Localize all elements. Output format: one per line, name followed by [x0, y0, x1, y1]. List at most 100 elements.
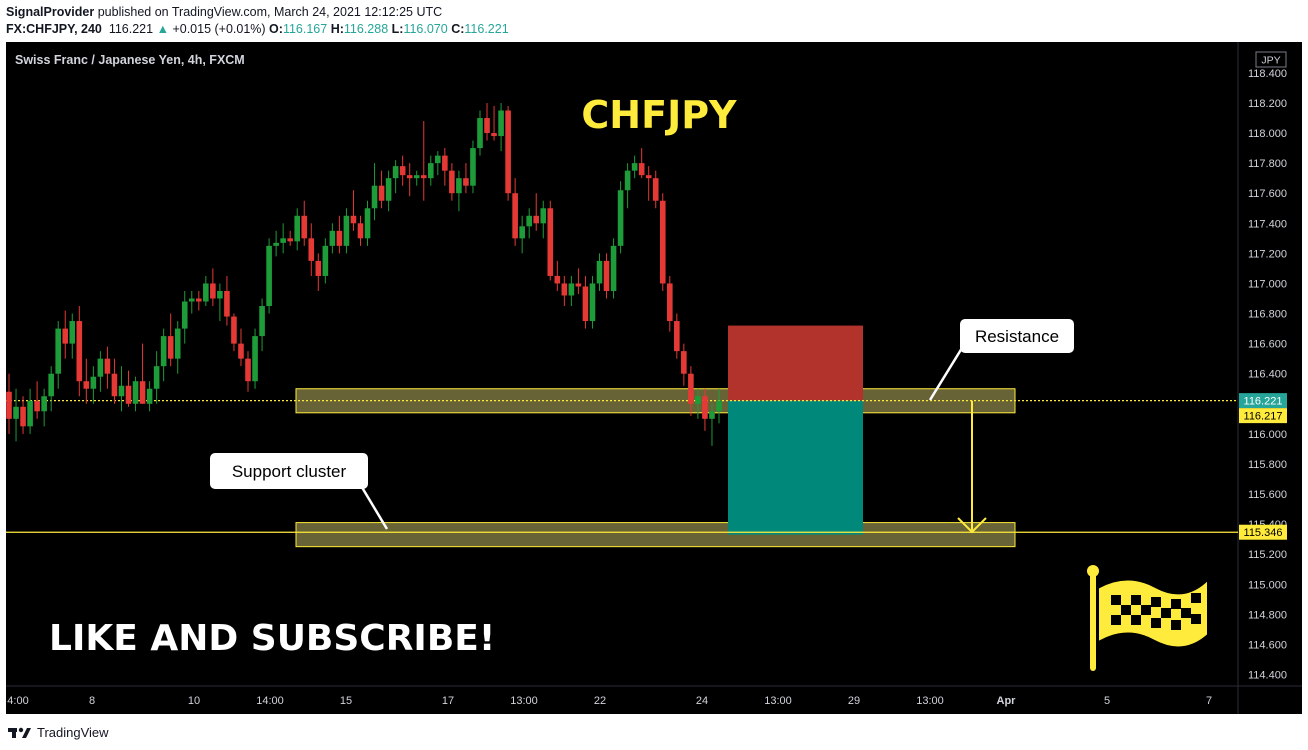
y-tick-label: 118.400	[1248, 68, 1287, 80]
candle-body	[413, 175, 420, 179]
stop-loss-zone[interactable]	[728, 325, 863, 401]
y-tick-label: 117.800	[1248, 158, 1287, 170]
level-price-badge	[1239, 524, 1287, 540]
currency-box	[1255, 51, 1287, 68]
price-axis[interactable]: 118.400 118.200 118.000 117.800 117.600 117.4…	[1248, 68, 1287, 682]
candle-body	[420, 175, 427, 179]
support-callout[interactable]	[210, 453, 368, 489]
x-tick-label: 15	[340, 695, 352, 707]
candle-body	[203, 283, 209, 302]
x-tick-label: 29	[848, 695, 860, 707]
y-tick-label: 117.200	[1248, 248, 1287, 260]
candle-body	[364, 208, 371, 239]
y-tick-label: 114.400	[1248, 670, 1287, 682]
candle-body	[589, 283, 596, 322]
candle-body	[238, 343, 244, 359]
resistance-callout[interactable]	[960, 319, 1074, 353]
candle-body	[27, 400, 33, 427]
candle-body	[582, 286, 589, 322]
candle-body	[709, 411, 715, 419]
candle-body	[259, 306, 265, 337]
price-labels: 116.221 116.217 115.346	[1239, 393, 1287, 540]
candle-body	[48, 373, 54, 397]
candle-body	[491, 133, 497, 137]
low-value: 116.070	[403, 22, 448, 36]
price-change: +0.015 (+0.01%)	[172, 22, 266, 36]
annotations-layer[interactable]: Resistance Support cluster	[210, 319, 1074, 534]
candle-body	[695, 396, 701, 404]
candle-body	[167, 336, 174, 359]
last-price: 116.221	[108, 22, 154, 36]
candle-body	[90, 376, 97, 389]
candle-body	[273, 242, 279, 246]
price-label-text: 116.217	[1244, 411, 1283, 423]
short-position-tool[interactable]	[728, 325, 863, 535]
candle-body	[463, 178, 469, 186]
y-tick-label: 115.800	[1248, 459, 1287, 471]
candle-body	[301, 215, 308, 239]
candle-body	[561, 283, 568, 296]
support-zone[interactable]	[295, 522, 1016, 548]
price-label-text: 116.221	[1244, 396, 1283, 408]
candle-body	[69, 321, 76, 344]
candle-body	[484, 118, 490, 134]
candle-body	[174, 328, 181, 359]
low-label: L:	[391, 22, 404, 36]
candle-body	[477, 118, 483, 149]
tradingview-brand[interactable]: TradingView	[37, 724, 109, 740]
y-tick-label: 118.200	[1248, 98, 1287, 110]
candle-body	[266, 245, 272, 307]
current-price-badge	[1239, 393, 1287, 409]
support-callout-text: Support cluster	[232, 462, 347, 481]
level-lines	[6, 399, 1238, 533]
candle-body	[294, 215, 301, 242]
y-tick-label: 117.400	[1248, 218, 1287, 230]
candle-body	[252, 336, 258, 382]
time-axis[interactable]: 4:00 8 10 14:00 15 17 13:00 22 24 13:00 29 13:00 Apr…	[7, 695, 1212, 707]
open-label: O:	[269, 22, 283, 36]
candle-body	[245, 358, 251, 382]
price-chart[interactable]: Swiss Franc / Japanese Yen, 4h, FXCM JPY…	[6, 42, 1302, 714]
candle-body	[13, 406, 19, 419]
candle-body	[322, 245, 329, 276]
tradingview-logo-icon[interactable]	[8, 725, 32, 739]
x-tick-label: 8	[89, 695, 95, 707]
candle-body	[41, 396, 47, 412]
publisher-name[interactable]: SignalProvider	[6, 5, 95, 19]
y-tick-label: 117.600	[1248, 188, 1287, 200]
candle-body	[83, 381, 90, 389]
candle-body	[631, 163, 638, 171]
candle-body	[512, 193, 518, 239]
candle-body	[62, 328, 69, 344]
candle-body	[554, 275, 561, 284]
close-value: 116.221	[464, 22, 509, 36]
chart-background	[6, 42, 1302, 714]
symbol-label: FX:CHFJPY, 240	[6, 22, 102, 36]
candle-body	[210, 283, 216, 299]
x-tick-label: 17	[442, 695, 454, 707]
x-tick-label: 7	[1206, 695, 1212, 707]
resistance-callout-text: Resistance	[975, 327, 1059, 346]
candle-body	[217, 290, 223, 299]
candle-body	[97, 358, 104, 377]
candle-body	[547, 208, 554, 276]
candle-body	[139, 381, 146, 404]
y-tick-label: 116.800	[1248, 309, 1287, 321]
currency-label: JPY	[1261, 55, 1280, 67]
x-tick-label: 13:00	[916, 695, 944, 707]
candle-body	[308, 238, 315, 261]
publish-line: SignalProvider published on TradingView.…	[6, 5, 442, 19]
close-label: C:	[451, 22, 465, 36]
y-tick-label: 114.600	[1248, 639, 1287, 651]
candle-body	[674, 321, 680, 352]
x-tick-label: Apr	[997, 695, 1017, 707]
candle-body	[392, 166, 399, 179]
published-text: published on TradingView.com, March 24, …	[97, 5, 443, 19]
y-tick-label: 115.600	[1248, 489, 1287, 501]
candle-body	[624, 170, 631, 191]
candle-body	[603, 260, 610, 291]
x-tick-label: 24	[696, 695, 708, 707]
take-profit-zone[interactable]	[728, 400, 863, 535]
candle-body	[153, 366, 160, 389]
y-tick-label: 118.000	[1248, 128, 1287, 140]
